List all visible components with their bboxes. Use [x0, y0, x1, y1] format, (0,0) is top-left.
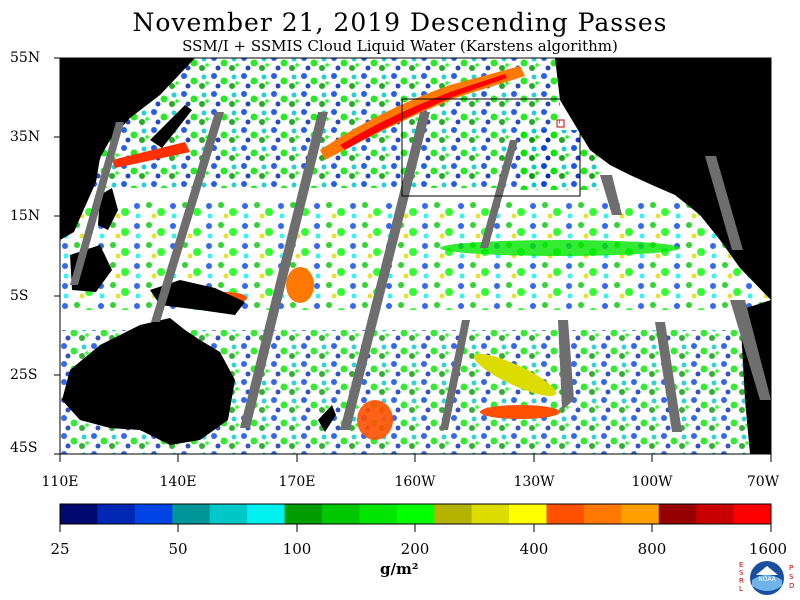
map-subtitle: SSM/I + SSMIS Cloud Liquid Water (Karste… — [182, 37, 618, 55]
new-guinea-landmass — [150, 280, 245, 315]
small-red-marker — [556, 119, 565, 128]
colorbar-label: 400 — [519, 540, 549, 558]
swath-gap — [730, 300, 771, 400]
itcz-band — [440, 240, 680, 256]
lon-ticks — [59, 454, 772, 462]
colorbar-swatch — [434, 504, 473, 524]
colorbar-swatch — [321, 504, 360, 524]
colorbar-swatch — [172, 504, 211, 524]
lat-label: 25S — [10, 367, 38, 383]
colorbar-swatch — [621, 504, 660, 524]
japan-landmass — [150, 105, 192, 148]
swath-gap — [558, 320, 574, 410]
lon-label: 100W — [631, 474, 673, 490]
swath-gap — [70, 122, 124, 285]
swath-gap — [151, 112, 224, 322]
lon-label: 140E — [159, 474, 197, 490]
lon-label: 130W — [513, 474, 555, 490]
colorbar-label: 1600 — [748, 540, 788, 558]
australia-landmass — [62, 318, 235, 445]
colorbar-swatch — [733, 504, 772, 524]
philippines-landmass — [98, 188, 118, 230]
lat-label: 5S — [10, 288, 29, 304]
colorbar-ticks — [59, 524, 772, 532]
colorbar-label: 100 — [282, 540, 312, 558]
colorbar-swatch — [60, 504, 98, 524]
new-zealand-landmass — [318, 405, 336, 432]
colorbar-swatch — [134, 504, 173, 524]
colorbar-swatch — [471, 504, 510, 524]
swath-gap — [240, 112, 328, 428]
colorbar-swatch — [546, 504, 585, 524]
lat-label: 35N — [10, 129, 41, 145]
swath-gap — [705, 156, 743, 250]
colorbar-swatch — [359, 504, 398, 524]
lon-label: 70W — [746, 474, 780, 490]
lon-label: 110E — [41, 474, 79, 490]
colorbar-label: 25 — [50, 540, 70, 558]
lat-label: 45S — [10, 440, 38, 456]
colorbar-swatch — [509, 504, 547, 524]
central-pacific-blob — [286, 267, 314, 303]
swath-gap — [480, 140, 518, 248]
lat-label: 55N — [10, 50, 41, 66]
colorbar-swatch — [396, 504, 435, 524]
south-pacific-band — [473, 353, 557, 397]
logo-center-text: NOAA — [758, 576, 776, 583]
colorbar-swatch — [247, 504, 286, 524]
map-title: November 21, 2019 Descending Passes — [132, 8, 668, 37]
north-america-landmass — [555, 58, 771, 300]
region-box — [401, 98, 581, 197]
lat-ticks — [54, 57, 60, 455]
lon-label: 160W — [394, 474, 436, 490]
jet-cloud-core — [340, 74, 507, 150]
lat-label: 15N — [10, 208, 41, 224]
colorbar-swatch — [284, 504, 323, 524]
swath-gap — [655, 322, 682, 432]
lon-label: 170E — [278, 474, 316, 490]
southern-ocean-band — [480, 405, 560, 419]
colorbar-swatch — [583, 504, 622, 524]
swath-gap — [440, 320, 470, 430]
colorbar-swatch — [97, 504, 136, 524]
colorbar-swatch — [209, 504, 248, 524]
asia-landmass — [60, 58, 195, 240]
colorbar-label: 200 — [400, 540, 430, 558]
colorbar — [59, 503, 772, 525]
colorbar-swatch — [658, 504, 697, 524]
swath-gap — [340, 112, 430, 430]
colorbar-swatch — [696, 504, 735, 524]
colorbar-units: g/m² — [380, 560, 419, 578]
tasman-band — [357, 400, 393, 440]
japan-cloud-band — [112, 142, 190, 168]
colorbar-label: 50 — [168, 540, 188, 558]
swath-gap — [600, 175, 622, 215]
colorbar-label: 800 — [637, 540, 667, 558]
